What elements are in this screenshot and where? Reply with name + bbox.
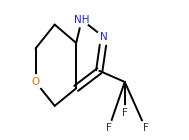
Circle shape bbox=[138, 121, 153, 135]
Circle shape bbox=[75, 13, 89, 27]
Text: F: F bbox=[106, 123, 112, 133]
Circle shape bbox=[102, 121, 116, 135]
Text: NH: NH bbox=[74, 15, 90, 25]
Text: F: F bbox=[143, 123, 148, 133]
Text: F: F bbox=[122, 108, 128, 118]
Text: N: N bbox=[100, 32, 108, 42]
Circle shape bbox=[28, 75, 43, 89]
Circle shape bbox=[97, 30, 111, 45]
Circle shape bbox=[118, 106, 132, 120]
Text: O: O bbox=[31, 77, 40, 87]
